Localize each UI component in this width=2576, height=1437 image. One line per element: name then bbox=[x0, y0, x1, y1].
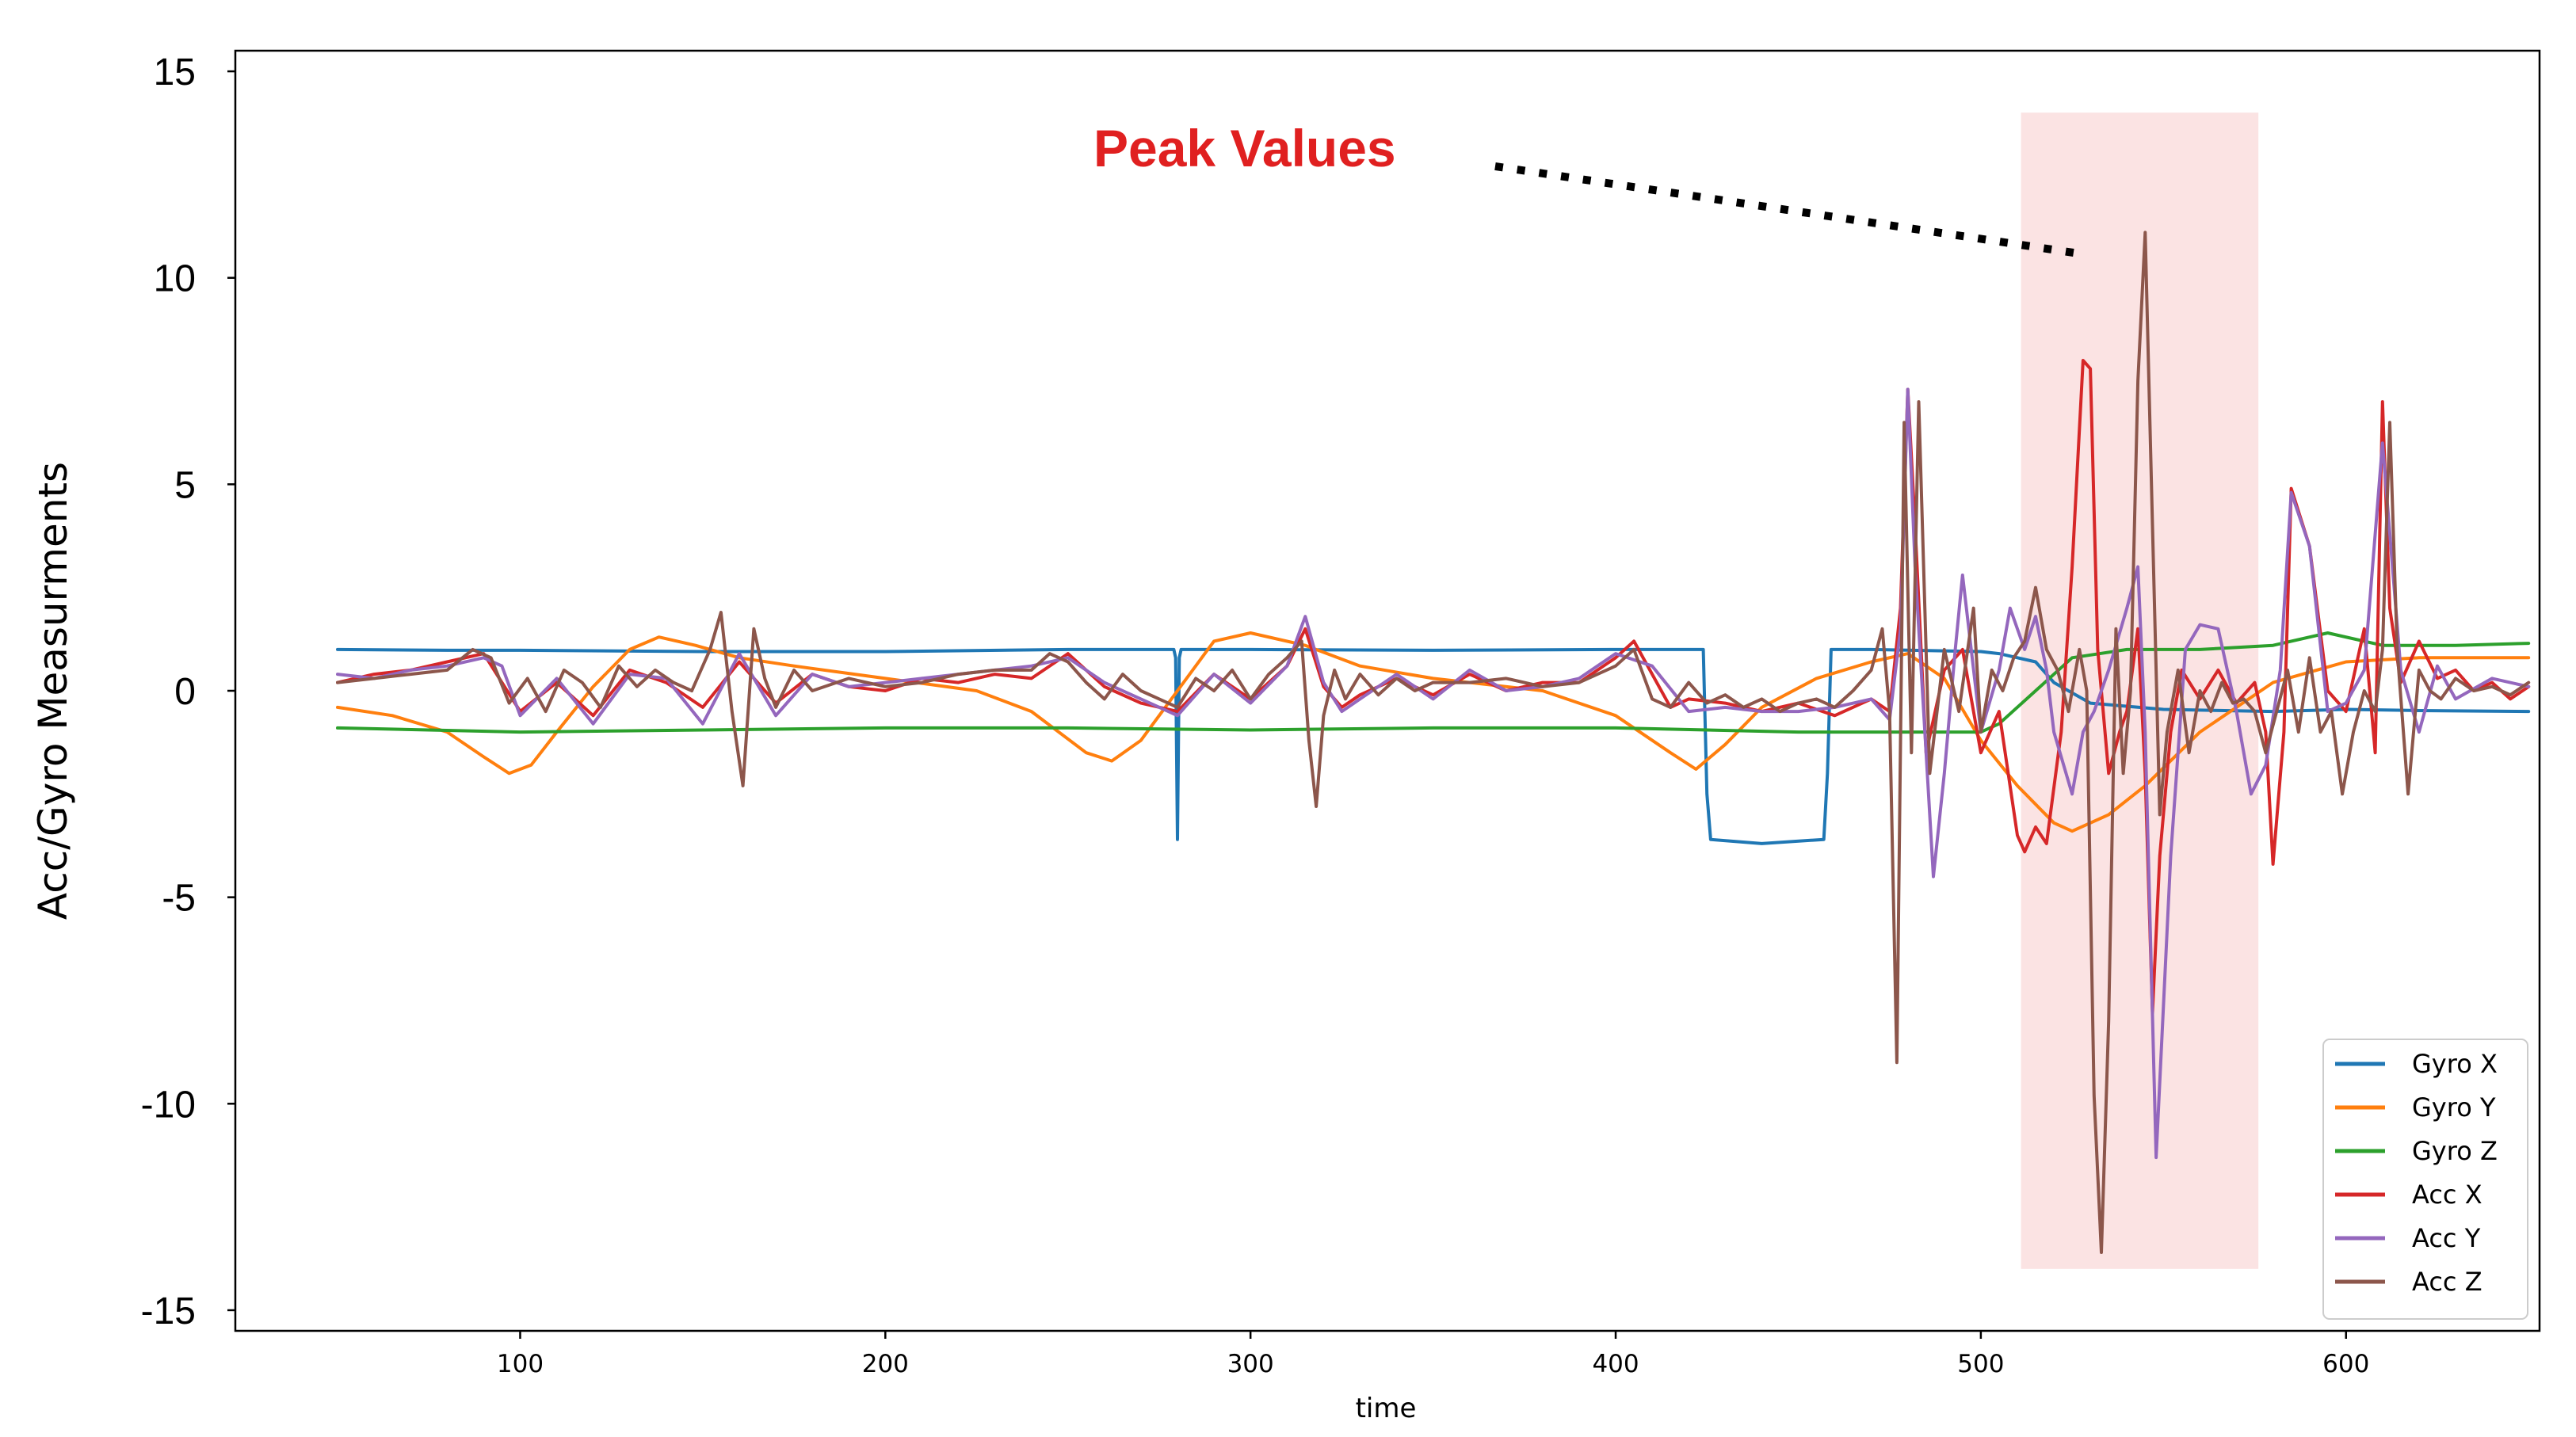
x-tick-label: 200 bbox=[862, 1350, 909, 1378]
x-tick-label: 100 bbox=[497, 1350, 544, 1378]
series-line-gyro-x bbox=[336, 647, 2531, 845]
legend-label: Gyro Z bbox=[2412, 1136, 2498, 1166]
legend-label: Acc Z bbox=[2412, 1267, 2483, 1297]
series-layer bbox=[336, 231, 2531, 1254]
x-tick-label: 400 bbox=[1592, 1350, 1639, 1378]
x-tick-label: 500 bbox=[1957, 1350, 2004, 1378]
y-tick-label: 0 bbox=[174, 671, 196, 713]
legend-label: Gyro X bbox=[2412, 1049, 2498, 1079]
annotation: Peak Values bbox=[1093, 119, 2077, 257]
legend-label: Acc X bbox=[2412, 1180, 2483, 1210]
legend-label: Acc Y bbox=[2412, 1223, 2481, 1253]
annotation-text: Peak Values bbox=[1093, 119, 1396, 177]
x-tick-label: 600 bbox=[2322, 1350, 2369, 1378]
series-line-acc-z bbox=[336, 231, 2531, 1254]
x-tick-label: 300 bbox=[1227, 1350, 1274, 1378]
series-line-gyro-y bbox=[336, 631, 2531, 833]
y-tick-label: 5 bbox=[174, 464, 196, 506]
y-axis: 15 10 5 0 -5 -10 -15 bbox=[141, 51, 235, 1332]
y-tick-label: -15 bbox=[141, 1290, 196, 1332]
legend-label: Gyro Y bbox=[2412, 1092, 2496, 1123]
x-axis: 100 200 300 400 500 600 bbox=[497, 1331, 2369, 1378]
x-axis-label: time bbox=[1356, 1393, 1417, 1424]
legend: Gyro X Gyro Y Gyro Z Acc X Acc Y Acc Z bbox=[2322, 1039, 2528, 1320]
y-axis-label: Acc/Gyro Measurments bbox=[30, 462, 76, 920]
y-tick-label: 10 bbox=[154, 258, 196, 300]
annotation-pointer bbox=[1494, 162, 2077, 257]
series-line-acc-y bbox=[336, 387, 2531, 1160]
y-tick-label: -5 bbox=[162, 878, 196, 920]
y-tick-label: 15 bbox=[154, 51, 196, 93]
y-tick-label: -10 bbox=[141, 1084, 196, 1126]
